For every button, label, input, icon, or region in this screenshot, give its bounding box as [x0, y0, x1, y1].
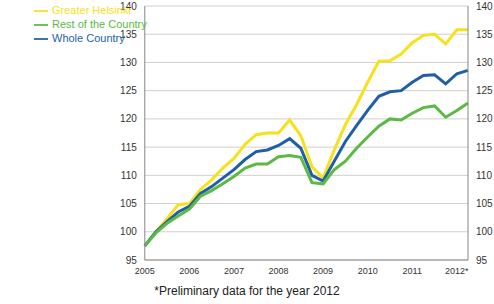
svg-text:125: 125	[120, 85, 137, 96]
svg-text:125: 125	[476, 85, 486, 96]
svg-text:105: 105	[120, 198, 137, 209]
svg-text:2009: 2009	[313, 266, 333, 276]
svg-text:2010: 2010	[358, 266, 378, 276]
svg-text:120: 120	[476, 113, 486, 124]
svg-text:2007: 2007	[224, 266, 244, 276]
svg-text:2006: 2006	[179, 266, 199, 276]
svg-text:140: 140	[120, 1, 137, 12]
svg-text:2008: 2008	[269, 266, 289, 276]
svg-text:110: 110	[476, 170, 486, 181]
svg-text:130: 130	[476, 57, 486, 68]
svg-text:95: 95	[126, 255, 138, 266]
svg-text:135: 135	[120, 29, 137, 40]
svg-text:2011: 2011	[403, 266, 422, 276]
svg-text:135: 135	[476, 29, 486, 40]
svg-text:115: 115	[476, 142, 486, 153]
svg-text:105: 105	[476, 198, 486, 209]
svg-text:95: 95	[476, 255, 486, 266]
svg-text:110: 110	[121, 170, 137, 181]
svg-text:120: 120	[120, 113, 137, 124]
svg-text:100: 100	[120, 226, 137, 237]
svg-text:130: 130	[120, 57, 137, 68]
svg-text:100: 100	[476, 226, 486, 237]
svg-text:2005: 2005	[135, 266, 155, 276]
svg-text:140: 140	[476, 1, 486, 12]
svg-text:2012*: 2012*	[445, 266, 469, 276]
svg-text:115: 115	[121, 142, 137, 153]
